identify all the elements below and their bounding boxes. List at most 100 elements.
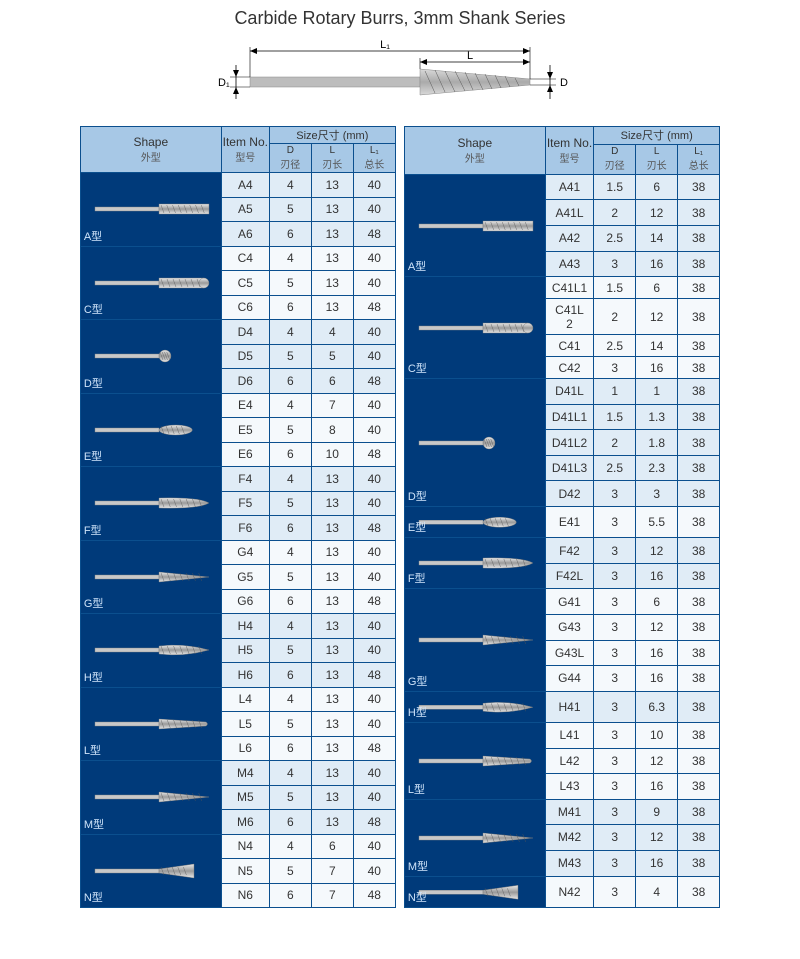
spec-table-right: Shape外型 Item No.型号 Size尺寸 (mm) D刃径 L刃长 L… bbox=[404, 126, 720, 908]
cell-l: 13 bbox=[311, 712, 353, 737]
cell-l: 6 bbox=[636, 174, 678, 200]
cell-item: H6 bbox=[221, 663, 269, 688]
shape-label: M型 bbox=[408, 858, 428, 874]
col-l1: L₁总长 bbox=[678, 144, 720, 174]
cell-l1: 40 bbox=[353, 467, 395, 492]
cell-l1: 40 bbox=[353, 638, 395, 663]
cell-item: N4 bbox=[221, 834, 269, 859]
cell-l: 13 bbox=[311, 638, 353, 663]
cell-l: 13 bbox=[311, 810, 353, 835]
diagram-label-l: L bbox=[467, 50, 473, 62]
shape-label: M型 bbox=[84, 816, 104, 832]
cell-l1: 38 bbox=[678, 277, 720, 299]
col-size: Size尺寸 (mm) bbox=[269, 127, 395, 144]
diagram-label-d: D bbox=[560, 77, 568, 89]
cell-l: 13 bbox=[311, 271, 353, 296]
col-l: L刃长 bbox=[311, 144, 353, 173]
cell-l1: 38 bbox=[678, 404, 720, 430]
shape-cell-D型: D型 bbox=[404, 379, 545, 507]
shape-label: N型 bbox=[84, 889, 103, 905]
cell-l: 12 bbox=[636, 538, 678, 564]
cell-l1: 40 bbox=[353, 173, 395, 198]
cell-l: 12 bbox=[636, 825, 678, 851]
diagram-label-l1: L₁ bbox=[380, 39, 390, 51]
shape-cell-E型: E型 bbox=[80, 393, 221, 467]
cell-item: A41 bbox=[545, 174, 593, 200]
cell-item: L41 bbox=[545, 723, 593, 749]
cell-item: C41L1 bbox=[545, 277, 593, 299]
cell-l1: 40 bbox=[353, 761, 395, 786]
shape-cell-D型: D型 bbox=[80, 320, 221, 394]
cell-item: N42 bbox=[545, 876, 593, 908]
cell-l1: 38 bbox=[678, 666, 720, 692]
cell-d: 5 bbox=[269, 344, 311, 369]
cell-d: 3 bbox=[594, 614, 636, 640]
cell-l: 12 bbox=[636, 748, 678, 774]
cell-l: 9 bbox=[636, 799, 678, 825]
cell-d: 2.5 bbox=[594, 226, 636, 252]
cell-d: 1.5 bbox=[594, 404, 636, 430]
cell-item: D5 bbox=[221, 344, 269, 369]
cell-d: 6 bbox=[269, 369, 311, 394]
shape-cell-L型: L型 bbox=[80, 687, 221, 761]
cell-l1: 48 bbox=[353, 736, 395, 761]
cell-d: 4 bbox=[269, 320, 311, 345]
shape-label: D型 bbox=[84, 375, 103, 391]
cell-d: 2.5 bbox=[594, 455, 636, 481]
cell-d: 3 bbox=[594, 850, 636, 876]
cell-l: 13 bbox=[311, 516, 353, 541]
cell-l: 13 bbox=[311, 565, 353, 590]
table-row: C型C41L11.5638 bbox=[404, 277, 719, 299]
cell-l: 7 bbox=[311, 393, 353, 418]
cell-l: 5.5 bbox=[636, 506, 678, 538]
cell-l1: 40 bbox=[353, 687, 395, 712]
diagram-label-d1: D₁ bbox=[218, 77, 230, 89]
shape-label: G型 bbox=[84, 595, 104, 611]
cell-l1: 48 bbox=[353, 222, 395, 247]
cell-d: 3 bbox=[594, 876, 636, 908]
cell-item: M43 bbox=[545, 850, 593, 876]
cell-l1: 38 bbox=[678, 825, 720, 851]
table-row: E型E44740 bbox=[80, 393, 395, 418]
cell-d: 5 bbox=[269, 491, 311, 516]
cell-l1: 38 bbox=[678, 379, 720, 405]
cell-item: D41L1 bbox=[545, 404, 593, 430]
cell-d: 3 bbox=[594, 357, 636, 379]
cell-d: 2.5 bbox=[594, 335, 636, 357]
cell-l1: 38 bbox=[678, 774, 720, 800]
cell-d: 2 bbox=[594, 298, 636, 334]
cell-d: 3 bbox=[594, 251, 636, 277]
shape-cell-C型: C型 bbox=[80, 246, 221, 320]
cell-l: 6 bbox=[311, 369, 353, 394]
cell-l: 8 bbox=[311, 418, 353, 443]
cell-l: 13 bbox=[311, 736, 353, 761]
cell-item: G6 bbox=[221, 589, 269, 614]
cell-item: D6 bbox=[221, 369, 269, 394]
cell-l: 10 bbox=[311, 442, 353, 467]
cell-d: 5 bbox=[269, 271, 311, 296]
cell-item: N5 bbox=[221, 859, 269, 884]
cell-l: 14 bbox=[636, 226, 678, 252]
cell-l: 6 bbox=[636, 589, 678, 615]
cell-l1: 38 bbox=[678, 357, 720, 379]
cell-l1: 38 bbox=[678, 538, 720, 564]
cell-l1: 40 bbox=[353, 785, 395, 810]
shape-cell-G型: G型 bbox=[404, 589, 545, 691]
cell-item: N6 bbox=[221, 883, 269, 908]
cell-l1: 48 bbox=[353, 516, 395, 541]
cell-l: 16 bbox=[636, 640, 678, 666]
table-row: L型L441340 bbox=[80, 687, 395, 712]
cell-l: 13 bbox=[311, 491, 353, 516]
cell-d: 6 bbox=[269, 736, 311, 761]
cell-d: 3 bbox=[594, 538, 636, 564]
cell-d: 6 bbox=[269, 663, 311, 688]
cell-item: C4 bbox=[221, 246, 269, 271]
cell-d: 4 bbox=[269, 761, 311, 786]
shape-label: A型 bbox=[408, 258, 426, 274]
cell-item: D41L2 bbox=[545, 430, 593, 456]
shape-cell-G型: G型 bbox=[80, 540, 221, 614]
cell-l1: 40 bbox=[353, 418, 395, 443]
cell-d: 3 bbox=[594, 774, 636, 800]
shape-cell-M型: M型 bbox=[404, 799, 545, 876]
cell-l: 12 bbox=[636, 200, 678, 226]
